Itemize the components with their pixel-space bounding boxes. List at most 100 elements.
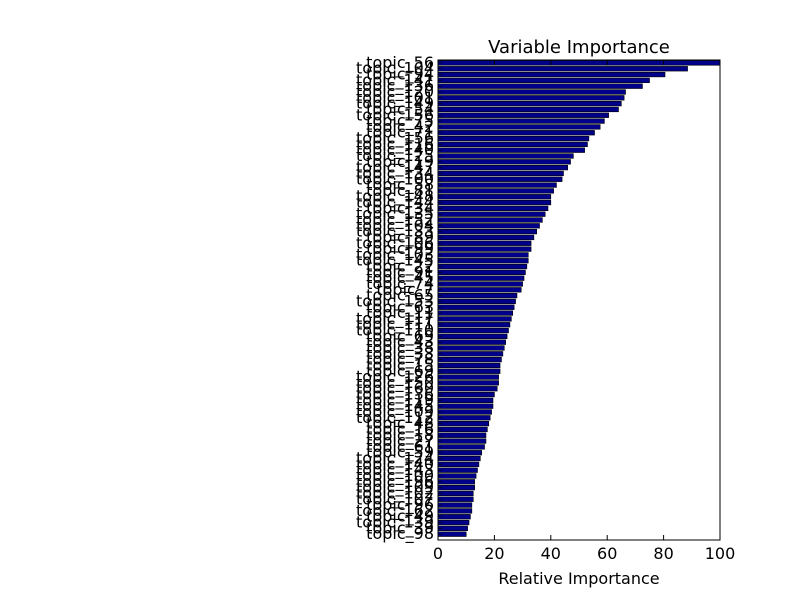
bar — [437, 135, 590, 142]
y-tick-label: topic_144 — [356, 193, 434, 213]
y-tick-label: topic_22 — [366, 257, 434, 277]
y-tick-label: topic_102 — [356, 483, 434, 503]
y-tick-label: topic_63 — [366, 297, 434, 317]
y-tick-label: topic_69 — [366, 361, 434, 381]
y-tick-label: topic_34 — [366, 198, 434, 218]
bar — [437, 95, 625, 101]
bar — [437, 275, 525, 281]
y-tick-label: topic_140 — [356, 454, 434, 474]
x-tick-label: 40 — [541, 544, 561, 563]
bar — [437, 101, 622, 107]
bar — [437, 421, 490, 427]
bar — [437, 293, 518, 299]
bar — [437, 502, 473, 508]
bar — [437, 112, 609, 118]
y-tick-label: topic_135 — [356, 204, 434, 224]
y-tick-label: topic_61 — [366, 437, 434, 457]
bar — [437, 130, 595, 136]
bar — [437, 345, 505, 351]
bar — [437, 351, 504, 357]
y-tick-label: topic_126 — [356, 367, 434, 387]
bar — [437, 194, 552, 200]
y-tick-label: topic_11 — [366, 303, 434, 323]
y-tick-label: topic_152 — [356, 210, 434, 230]
bar — [437, 83, 643, 89]
y-tick-label: topic_59 — [366, 443, 434, 463]
bar — [437, 60, 721, 66]
y-tick-label: topic_143 — [356, 460, 434, 480]
bar — [437, 124, 601, 130]
y-tick-label: topic_100 — [356, 169, 434, 189]
y-tick-label: topic_74 — [366, 274, 434, 294]
y-tick-label: topic_19 — [366, 152, 434, 172]
y-tick-label: topic_119 — [356, 390, 434, 410]
y-tick-label: topic_133 — [356, 222, 434, 242]
y-tick-label: topic_38 — [366, 338, 434, 358]
x-axis-label: Relative Importance — [498, 569, 659, 588]
bar — [437, 211, 546, 217]
y-tick-label: topic_156 — [356, 129, 434, 149]
y-tick-label: topic_78 — [366, 350, 434, 370]
bar — [437, 234, 535, 241]
y-tick-label: topic_7 — [376, 280, 434, 300]
y-tick-label: topic_89 — [366, 227, 434, 247]
y-tick-label: topic_141 — [356, 70, 434, 90]
y-tick-label: topic_140 — [356, 140, 434, 160]
bar — [437, 357, 502, 363]
y-tick-label: topic_43 — [366, 332, 434, 352]
y-tick-label: topic_100 — [356, 466, 434, 486]
y-tick-label: topic_98 — [366, 524, 434, 544]
bar — [437, 525, 468, 531]
bar — [437, 391, 495, 398]
bar — [437, 106, 619, 113]
bar — [437, 153, 574, 159]
y-tick-label: topic_39 — [366, 518, 434, 538]
bar — [437, 205, 549, 211]
y-tick-label: topic_120 — [356, 82, 434, 102]
y-tick-label: topic_91 — [366, 262, 434, 282]
bar — [437, 165, 569, 171]
bar — [437, 455, 481, 462]
bar — [437, 368, 501, 374]
bar — [437, 159, 571, 165]
bar — [437, 147, 585, 153]
y-tick-label: topic_134 — [356, 163, 434, 183]
bar — [437, 287, 522, 293]
bar — [437, 409, 492, 415]
bar — [437, 473, 477, 479]
bar — [437, 380, 499, 386]
x-tick-label: 60 — [597, 544, 617, 563]
bar — [437, 263, 528, 270]
x-ticks: 0 20 40 60 80 100 — [433, 60, 735, 563]
y-tick-label: topic_162 — [356, 501, 434, 521]
y-tick-label: topic_45 — [366, 268, 434, 288]
bar — [437, 333, 508, 339]
y-tick-label: topic_27 — [366, 431, 434, 451]
y-tick-label: topic_139 — [356, 513, 434, 533]
x-tick-label: 100 — [705, 544, 736, 563]
y-tick-label: topic_117 — [356, 309, 434, 329]
bar — [437, 386, 498, 392]
bar — [437, 182, 557, 188]
y-tick-label: topic_56 — [366, 53, 434, 73]
bar — [437, 223, 540, 229]
y-tick-label: topic_145 — [356, 396, 434, 416]
x-tick-label: 80 — [653, 544, 673, 563]
y-tick-label: topic_16 — [366, 419, 434, 439]
y-tick-label: topic_18 — [366, 425, 434, 445]
y-tick-label: topic_107 — [356, 489, 434, 509]
chart-title: Variable Importance — [488, 37, 670, 58]
y-tick-label: topic_104 — [356, 59, 434, 79]
bar — [437, 118, 605, 124]
y-tick-label: topic_58 — [366, 175, 434, 195]
bar — [437, 71, 666, 78]
bar — [437, 450, 483, 456]
bar — [437, 269, 526, 275]
y-tick-label: topic_81 — [366, 181, 434, 201]
y-tick-label: topic_99 — [366, 239, 434, 259]
bar — [437, 514, 471, 520]
x-tick-label: 0 — [433, 544, 443, 563]
bar — [437, 426, 488, 433]
y-tick-label: topic_75 — [366, 111, 434, 131]
